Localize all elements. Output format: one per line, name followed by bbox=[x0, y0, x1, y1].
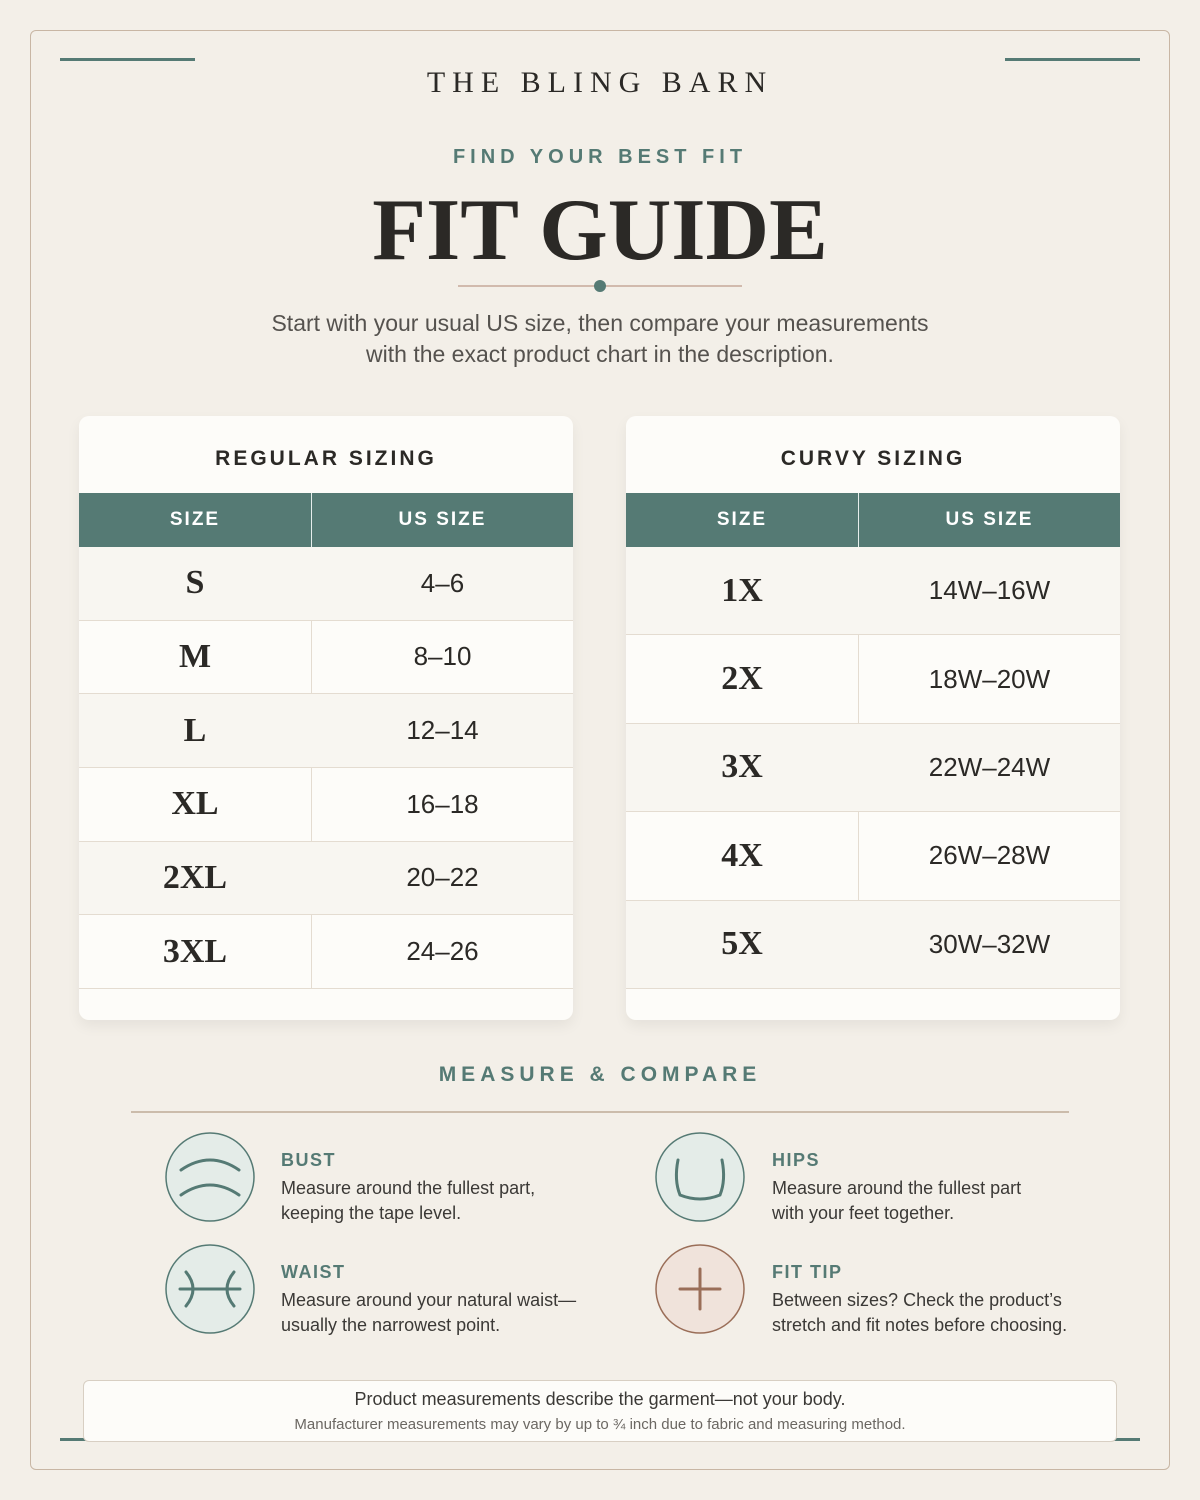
measure-text: Between sizes? Check the product’s bbox=[772, 1290, 1062, 1310]
measure-text: with your feet together. bbox=[772, 1203, 955, 1223]
size-cell: XL bbox=[79, 768, 312, 841]
note: Product measurements describe the garmen… bbox=[354, 1389, 846, 1409]
header-cell: SIZE bbox=[79, 493, 312, 547]
measure-text: Measure around your natural waist— bbox=[281, 1290, 577, 1310]
us-size-cell: 12–14 bbox=[406, 715, 479, 746]
size-cell: 3X bbox=[721, 748, 763, 786]
measure-label: WAIST bbox=[281, 1262, 346, 1282]
header-cell: US SIZE bbox=[945, 509, 1034, 530]
header-cell: SIZE bbox=[626, 493, 859, 547]
eyebrow: FIND YOUR BEST FIT bbox=[452, 146, 748, 168]
table-row: L 12–14 bbox=[79, 694, 573, 768]
us-size-cell: 8–10 bbox=[413, 641, 472, 672]
us-size-cell: 4–6 bbox=[420, 567, 465, 598]
us-size-cell: 20–22 bbox=[406, 862, 479, 893]
note-box: Product measurements describe the garmen… bbox=[83, 1380, 1117, 1442]
size-cell: 2X bbox=[626, 635, 859, 723]
measure-text: Measure around the fullest part, bbox=[281, 1178, 536, 1198]
size-table: CURVY SIZING SIZE US SIZE 1X 14W–16W 2X 18W–20… bbox=[626, 416, 1120, 1020]
rule bbox=[131, 1111, 1069, 1113]
table-row: 5X 30W–32W bbox=[626, 900, 1120, 989]
header-cell: US SIZE bbox=[398, 509, 487, 530]
us-size-cell: 14W–16W bbox=[928, 575, 1051, 606]
us-size-cell: 24–26 bbox=[406, 936, 479, 967]
measure-label: HIPS bbox=[772, 1150, 821, 1170]
table-row: 2X 18W–20W bbox=[626, 635, 1120, 724]
size-cell: L bbox=[183, 711, 207, 749]
measure-text: usually the narrowest point. bbox=[281, 1315, 501, 1335]
brand: THE BLING BARN bbox=[426, 66, 774, 99]
frame bbox=[30, 30, 1170, 1470]
size-cell: 5X bbox=[721, 925, 763, 963]
us-size-cell: 26W–28W bbox=[928, 840, 1051, 871]
size-cell: M bbox=[79, 620, 312, 694]
table-row: 4X 26W–28W bbox=[626, 812, 1120, 901]
size-cell: S bbox=[185, 564, 205, 602]
measure-text: stretch and fit notes before choosing. bbox=[772, 1315, 1068, 1335]
corner-line bbox=[60, 58, 195, 61]
size-cell: 4X bbox=[626, 812, 859, 900]
measure-text: Measure around the fullest part bbox=[772, 1178, 1022, 1198]
measure-label: FIT TIP bbox=[772, 1262, 843, 1282]
table-header: SIZE US SIZE bbox=[626, 493, 1120, 547]
us-size-cell: 18W–20W bbox=[928, 663, 1051, 694]
table-row: 2XL 20–22 bbox=[79, 841, 573, 916]
table-row: 3XL 24–26 bbox=[79, 915, 573, 989]
table-title: CURVY SIZING bbox=[780, 447, 966, 470]
table-row: S 4–6 bbox=[79, 547, 573, 621]
table-row: 3X 22W–24W bbox=[626, 723, 1120, 813]
size-cell: 3XL bbox=[79, 915, 312, 988]
corner-line bbox=[1005, 58, 1140, 61]
title: FIT GUIDE bbox=[372, 182, 828, 279]
size-table: REGULAR SIZING SIZE US SIZE S 4–6 M 8–10 L 12–14… bbox=[79, 416, 573, 1020]
section-title: MEASURE & COMPARE bbox=[438, 1063, 762, 1086]
measure-text: keeping the tape level. bbox=[281, 1203, 462, 1223]
measure-label: BUST bbox=[281, 1150, 336, 1170]
us-size-cell: 22W–24W bbox=[928, 751, 1051, 782]
size-cell: 1X bbox=[721, 571, 763, 609]
table-row: 1X 14W–16W bbox=[626, 547, 1120, 636]
table-row: M 8–10 bbox=[79, 620, 573, 695]
us-size-cell: 30W–32W bbox=[928, 928, 1051, 959]
intro: Start with your usual US size, then comp… bbox=[271, 310, 929, 336]
intro: with the exact product chart in the desc… bbox=[366, 341, 834, 367]
table-row: XL 16–18 bbox=[79, 768, 573, 842]
size-cell: 2XL bbox=[162, 858, 228, 896]
us-size-cell: 16–18 bbox=[406, 788, 479, 819]
note-small: Manufacturer measurements may vary by up… bbox=[294, 1416, 906, 1433]
table-header: SIZE US SIZE bbox=[79, 493, 573, 547]
divider bbox=[458, 280, 742, 292]
table-title: REGULAR SIZING bbox=[215, 447, 437, 470]
